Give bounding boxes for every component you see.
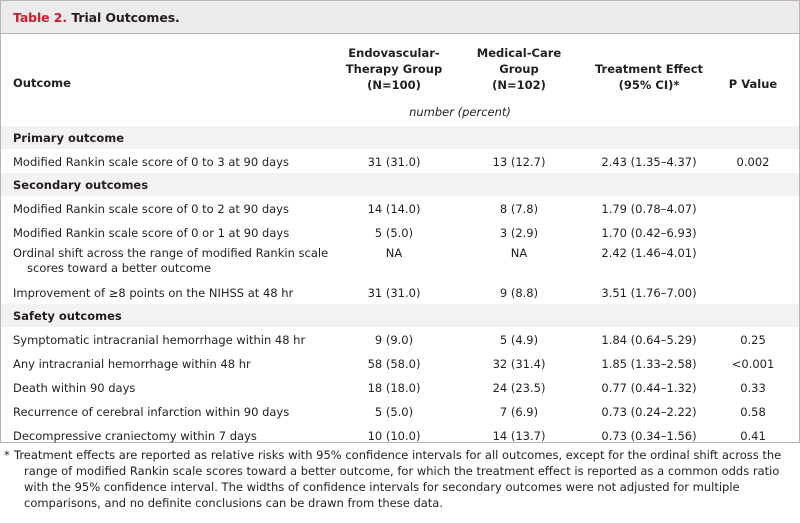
cell-endovascular: 58 (58.0) xyxy=(367,357,421,371)
table-frame: Table 2. Trial Outcomes. Outcome Endovas… xyxy=(0,0,800,443)
row-label: Modified Rankin scale score of 0 to 3 at… xyxy=(13,155,289,169)
header-endo-line2: Therapy Group xyxy=(345,62,443,76)
table-row: Modified Rankin scale score of 0 to 3 at… xyxy=(1,149,799,173)
header-endo-line3: (N=100) xyxy=(367,78,421,92)
header-te-line1: Treatment Effect xyxy=(594,62,704,76)
section-row: Primary outcome xyxy=(1,126,799,149)
footnote: * Treatment effects are reported as rela… xyxy=(4,447,796,511)
cell-treatment-effect: 1.70 (0.42–6.93) xyxy=(601,226,697,240)
cell-p-value: 0.33 xyxy=(740,381,766,395)
header-endovascular: Endovascular- Therapy Group (N=100) xyxy=(319,45,469,93)
cell-p-value: 0.41 xyxy=(740,429,766,443)
row-label: Modified Rankin scale score of 0 to 2 at… xyxy=(13,202,289,216)
cell-treatment-effect: 0.77 (0.44–1.32) xyxy=(601,381,697,395)
row-label-line2: scores toward a better outcome xyxy=(27,261,212,275)
section-label: Primary outcome xyxy=(13,131,125,145)
section-label: Secondary outcomes xyxy=(13,178,149,192)
cell-endovascular: NA xyxy=(385,246,403,260)
cell-p-value: 0.002 xyxy=(736,155,770,169)
unit-label: number (percent) xyxy=(409,105,511,119)
table-row: Decompressive craniectomy within 7 days 1… xyxy=(1,423,799,447)
cell-medical-care: 3 (2.9) xyxy=(499,226,539,240)
row-label-line1: Ordinal shift across the range of modifi… xyxy=(13,246,329,260)
cell-endovascular: 14 (14.0) xyxy=(367,202,421,216)
table-row: Symptomatic intracranial hemorrhage with… xyxy=(1,327,799,351)
cell-medical-care: 24 (23.5) xyxy=(492,381,546,395)
cell-endovascular: 31 (31.0) xyxy=(367,155,421,169)
row-label: Any intracranial hemorrhage within 48 hr xyxy=(13,357,251,371)
table-title-text: Trial Outcomes. xyxy=(71,10,180,25)
header-treatment-effect: Treatment Effect (95% CI)* xyxy=(579,61,719,93)
row-label: Symptomatic intracranial hemorrhage with… xyxy=(13,333,306,347)
cell-endovascular: 5 (5.0) xyxy=(374,405,414,419)
table-number: Table 2. xyxy=(13,10,68,25)
table-header: Outcome Endovascular- Therapy Group (N=1… xyxy=(1,35,799,125)
table-row: Modified Rankin scale score of 0 or 1 at… xyxy=(1,220,799,244)
header-med-line2: Group xyxy=(499,62,539,76)
section-row: Safety outcomes xyxy=(1,304,799,327)
table-row: Modified Rankin scale score of 0 to 2 at… xyxy=(1,196,799,220)
table-row: Improvement of ≥8 points on the NIHSS at… xyxy=(1,280,799,304)
cell-medical-care: 8 (7.8) xyxy=(499,202,539,216)
cell-medical-care: 9 (8.8) xyxy=(499,286,539,300)
table-row: Ordinal shift across the range of modifi… xyxy=(1,244,799,280)
cell-treatment-effect: 0.73 (0.24–2.22) xyxy=(601,405,697,419)
row-label: Improvement of ≥8 points on the NIHSS at… xyxy=(13,286,294,300)
table-row: Recurrence of cerebral infarction within… xyxy=(1,399,799,423)
footnote-mark: * xyxy=(4,448,10,462)
header-med-line1: Medical-Care xyxy=(476,46,562,60)
cell-medical-care: 5 (4.9) xyxy=(499,333,539,347)
cell-endovascular: 9 (9.0) xyxy=(374,333,414,347)
cell-treatment-effect: 1.84 (0.64–5.29) xyxy=(601,333,697,347)
cell-medical-care: 7 (6.9) xyxy=(499,405,539,419)
row-label: Recurrence of cerebral infarction within… xyxy=(13,405,290,419)
cell-treatment-effect: 1.85 (1.33–2.58) xyxy=(601,357,697,371)
footnote-text: Treatment effects are reported as relati… xyxy=(14,448,782,510)
cell-medical-care: 14 (13.7) xyxy=(492,429,546,443)
table-title: Table 2. Trial Outcomes. xyxy=(1,1,799,34)
header-medical-care: Medical-Care Group (N=102) xyxy=(449,45,589,93)
cell-medical-care: 32 (31.4) xyxy=(492,357,546,371)
cell-medical-care: NA xyxy=(510,246,528,260)
row-label: Modified Rankin scale score of 0 or 1 at… xyxy=(13,226,290,240)
header-med-line3: (N=102) xyxy=(492,78,546,92)
cell-treatment-effect: 3.51 (1.76–7.00) xyxy=(601,286,697,300)
cell-p-value: 0.58 xyxy=(740,405,766,419)
cell-p-value: 0.25 xyxy=(740,333,766,347)
row-label: Decompressive craniectomy within 7 days xyxy=(13,429,257,443)
section-label: Safety outcomes xyxy=(13,309,122,323)
cell-medical-care: 13 (12.7) xyxy=(492,155,546,169)
table-row: Death within 90 days 18 (18.0) 24 (23.5) 0.… xyxy=(1,375,799,399)
header-te-line2: (95% CI)* xyxy=(618,78,680,92)
cell-endovascular: 18 (18.0) xyxy=(367,381,421,395)
table-row: Any intracranial hemorrhage within 48 hr… xyxy=(1,351,799,375)
cell-treatment-effect: 1.79 (0.78–4.07) xyxy=(601,202,697,216)
row-label: Death within 90 days xyxy=(13,381,136,395)
cell-treatment-effect: 2.42 (1.46–4.01) xyxy=(601,246,697,260)
header-outcome: Outcome xyxy=(13,76,71,90)
cell-p-value: <0.001 xyxy=(731,357,775,371)
section-row: Secondary outcomes xyxy=(1,173,799,196)
header-endo-line1: Endovascular- xyxy=(348,46,440,60)
cell-treatment-effect: 2.43 (1.35–4.37) xyxy=(601,155,697,169)
cell-endovascular: 5 (5.0) xyxy=(374,226,414,240)
cell-treatment-effect: 0.73 (0.34–1.56) xyxy=(601,429,697,443)
cell-endovascular: 10 (10.0) xyxy=(367,429,421,443)
row-label: Ordinal shift across the range of modifi… xyxy=(13,246,328,276)
header-p-value: P Value xyxy=(728,77,778,91)
cell-endovascular: 31 (31.0) xyxy=(367,286,421,300)
